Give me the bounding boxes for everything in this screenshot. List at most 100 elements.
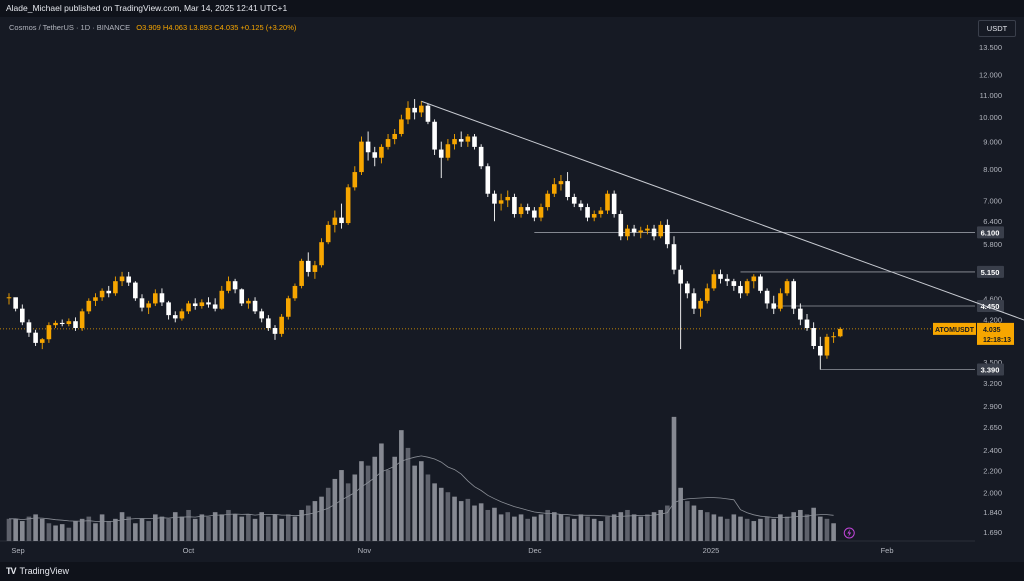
price-tag-value: 4.035 xyxy=(983,327,1001,334)
volume-bar xyxy=(791,512,796,541)
volume-bar xyxy=(784,516,790,541)
candle-body xyxy=(219,290,225,309)
volume-bar xyxy=(232,514,238,541)
volume-bar xyxy=(498,514,504,541)
candle-body xyxy=(325,224,331,243)
currency-button[interactable]: USDT xyxy=(978,20,1016,37)
volume-bar xyxy=(485,509,491,541)
volume-bar xyxy=(824,518,830,541)
volume-bar xyxy=(272,514,278,541)
chart-area[interactable] xyxy=(0,17,1024,562)
symbol-tag xyxy=(933,322,976,335)
candle-body xyxy=(192,303,198,307)
candle-body xyxy=(279,316,284,334)
volume-bar xyxy=(199,514,205,541)
price-tick-label: 1.840 xyxy=(983,508,1002,517)
volume-bar xyxy=(73,521,78,541)
candle-body xyxy=(372,152,378,158)
volume-bar xyxy=(545,509,550,541)
level-tag xyxy=(977,363,1004,376)
candle-body xyxy=(532,210,537,218)
candle-body xyxy=(379,146,384,158)
candle-body xyxy=(724,278,730,282)
candle-body xyxy=(518,207,524,215)
volume-bar xyxy=(6,518,12,541)
price-axis-panel xyxy=(975,17,1024,562)
candle-body xyxy=(286,298,291,317)
candle-body xyxy=(299,260,304,286)
volume-bar xyxy=(206,516,211,541)
volume-bar xyxy=(565,516,570,541)
volume-bar xyxy=(219,514,225,541)
candle-body xyxy=(478,146,484,167)
volume-bar xyxy=(325,487,331,541)
descending-trendline[interactable] xyxy=(421,100,1024,325)
candle-body xyxy=(452,139,457,145)
volume-bar xyxy=(26,516,32,541)
price-tick-label: 7.000 xyxy=(983,196,1002,205)
candle-body xyxy=(53,322,58,326)
candle-body xyxy=(552,184,557,194)
candle-body xyxy=(784,281,790,294)
price-tick-label: 13.500 xyxy=(979,43,1002,52)
volume-bar xyxy=(465,498,471,541)
candle-body xyxy=(33,332,38,343)
volume-bar xyxy=(512,516,517,541)
candle-body xyxy=(472,136,477,147)
candle-body xyxy=(658,224,663,237)
volume-bar xyxy=(106,521,112,541)
volume-bar xyxy=(305,505,311,541)
candle-body xyxy=(804,319,810,329)
volume-bar xyxy=(153,514,158,541)
candle-body xyxy=(246,300,251,304)
candle-body xyxy=(46,325,52,340)
time-tick-label: Nov xyxy=(358,546,372,555)
candle-body xyxy=(239,289,245,304)
candle-body xyxy=(319,242,324,266)
price-tick-label: 2.900 xyxy=(983,402,1002,411)
volume-bar xyxy=(698,509,703,541)
volume-bar xyxy=(139,518,145,541)
volume-bar xyxy=(558,514,564,541)
candle-body xyxy=(385,139,391,147)
candle-body xyxy=(99,290,105,298)
candle-body xyxy=(771,303,777,309)
volume-bar xyxy=(811,507,816,541)
candle-body xyxy=(119,276,125,282)
lightning-icon[interactable] xyxy=(843,527,855,539)
candle-body xyxy=(113,281,118,294)
volume-bar xyxy=(571,518,577,541)
candle-body xyxy=(585,207,590,218)
candle-body xyxy=(764,290,770,304)
volume-bar xyxy=(764,516,770,541)
volume-bar xyxy=(133,523,138,541)
volume-bar xyxy=(758,518,763,541)
candle-body xyxy=(778,293,783,309)
volume-bar xyxy=(505,512,511,541)
lightning-bolt-icon xyxy=(847,529,852,537)
candle-body xyxy=(831,336,836,338)
volume-bar xyxy=(399,430,404,541)
symbol-legend: Cosmos / TetherUS · 1D · BINANCE O3.909 … xyxy=(9,23,296,32)
price-tick-label: 4.600 xyxy=(983,294,1002,303)
candle-body xyxy=(13,297,18,309)
volume-bar xyxy=(166,518,171,541)
volume-bar xyxy=(159,516,165,541)
candle-body xyxy=(86,300,92,312)
level-tag-label: 3.390 xyxy=(981,366,1000,375)
candle-body xyxy=(605,193,610,211)
volume-bar xyxy=(452,496,457,541)
volume-bar xyxy=(731,514,737,541)
volume-bar xyxy=(591,518,597,541)
candle-body xyxy=(565,181,570,197)
volume-bar xyxy=(299,509,304,541)
candle-body xyxy=(711,274,717,289)
volume-bar xyxy=(831,523,836,541)
level-tag-label: 6.100 xyxy=(981,228,1000,237)
price-tag-countdown: 12:18:13 xyxy=(983,337,1011,344)
candle-body xyxy=(824,336,830,356)
volume-bar xyxy=(412,465,417,541)
volume-bar xyxy=(625,509,630,541)
volume-bar xyxy=(658,509,663,541)
